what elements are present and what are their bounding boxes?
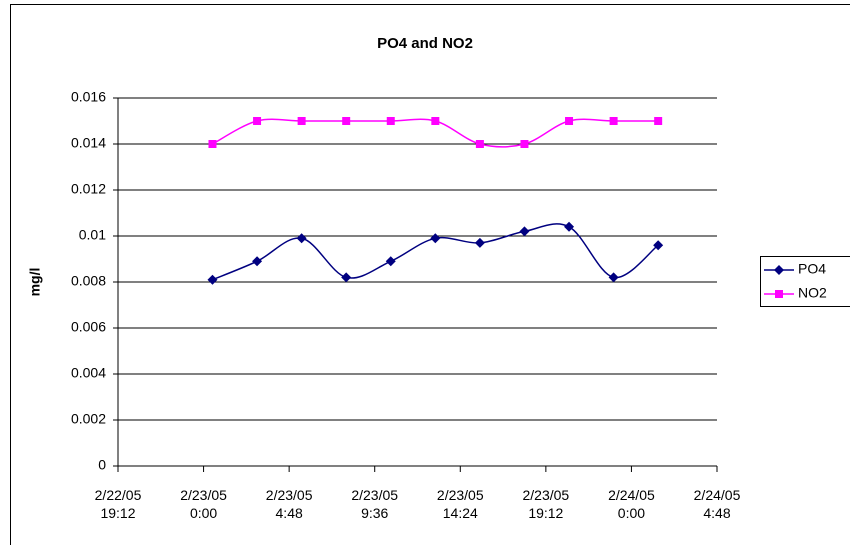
- marker: [430, 233, 441, 244]
- marker: [341, 272, 352, 283]
- y-tick-label: 0.006: [71, 319, 106, 335]
- x-tick-label: 2/22/05 19:12: [94, 487, 142, 521]
- y-tick-label: 0.008: [71, 273, 106, 289]
- marker: [654, 117, 663, 125]
- x-tick-label: 2/23/05 14:24: [436, 487, 484, 521]
- legend-box: [760, 256, 850, 307]
- marker: [297, 117, 306, 125]
- x-tick-label: 2/23/05 19:12: [522, 487, 570, 521]
- x-tick-label: 2/23/05 9:36: [351, 487, 399, 521]
- x-tick-label: 2/23/05 0:00: [180, 487, 227, 521]
- y-tick-label: 0.01: [79, 227, 106, 243]
- y-axis-label: mg/l: [27, 268, 43, 297]
- y-tick-label: 0.014: [71, 135, 106, 151]
- marker: [774, 265, 784, 275]
- y-tick-label: 0.004: [71, 365, 106, 381]
- marker: [608, 272, 619, 283]
- x-tick-label: 2/24/05 0:00: [608, 487, 655, 521]
- x-tick-label: 2/24/05 4:48: [693, 487, 741, 521]
- marker: [775, 290, 783, 298]
- chart-title: PO4 and NO2: [377, 35, 473, 52]
- y-tick-label: 0.016: [71, 89, 106, 105]
- marker: [386, 117, 395, 125]
- marker: [385, 256, 396, 267]
- x-tick-label: 2/23/05 4:48: [265, 487, 313, 521]
- y-tick-label: 0.002: [71, 411, 106, 427]
- chart-frame: [10, 4, 850, 545]
- marker: [296, 233, 307, 244]
- marker: [565, 117, 574, 125]
- marker: [252, 256, 263, 267]
- marker: [208, 140, 217, 148]
- marker: [520, 140, 529, 148]
- legend-label: PO4: [798, 261, 826, 277]
- marker: [519, 226, 530, 237]
- marker: [653, 240, 664, 251]
- y-tick-label: 0: [98, 457, 106, 473]
- marker: [342, 117, 351, 125]
- marker: [253, 117, 262, 125]
- marker: [475, 140, 484, 148]
- y-tick-label: 0.012: [71, 181, 106, 197]
- legend-label: NO2: [798, 285, 827, 301]
- marker: [431, 117, 440, 125]
- marker: [474, 237, 485, 248]
- marker: [564, 221, 575, 232]
- marker: [207, 274, 218, 285]
- marker: [609, 117, 618, 125]
